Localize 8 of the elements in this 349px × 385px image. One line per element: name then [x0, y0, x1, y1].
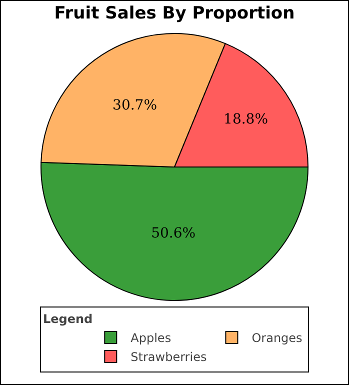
- legend-title: Legend: [43, 312, 93, 326]
- legend-label: Strawberries: [130, 350, 207, 364]
- data-label: 50.6%: [151, 226, 196, 242]
- legend-label: Apples: [130, 331, 172, 346]
- data-label: 18.8%: [224, 111, 268, 128]
- legend-label: Oranges: [252, 331, 302, 346]
- data-label: 30.7%: [112, 97, 158, 114]
- chart-title: Fruit Sales By Proportion: [54, 4, 295, 24]
